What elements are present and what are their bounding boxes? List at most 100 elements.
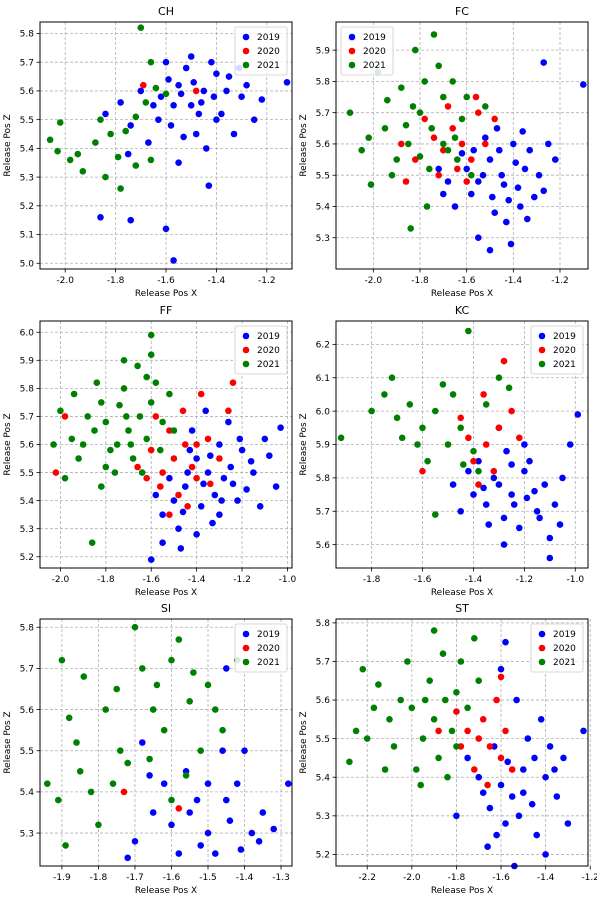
point-2021 (381, 391, 388, 398)
point-2021 (359, 665, 367, 673)
point-2020 (463, 178, 471, 185)
point-2021 (159, 418, 166, 426)
legend-marker-2020 (538, 346, 546, 354)
x-tick-label: -1.8 (363, 575, 381, 585)
point-2019 (524, 735, 532, 742)
point-2021 (57, 407, 64, 415)
point-2021 (421, 696, 429, 704)
point-2019 (160, 780, 168, 787)
point-2019 (479, 789, 487, 796)
point-2019 (470, 146, 478, 154)
point-2019 (186, 446, 194, 454)
legend-marker-2019 (538, 332, 546, 340)
point-2021 (451, 134, 459, 141)
point-2019 (475, 234, 482, 241)
legend-marker-2021 (242, 61, 250, 69)
point-2019 (193, 455, 200, 462)
point-2021 (505, 384, 513, 392)
y-tick-label: 5.8 (316, 619, 331, 629)
legend: 2019 2020 2021 (234, 325, 288, 375)
point-2021 (129, 455, 137, 462)
legend-label-2021: 2021 (257, 360, 280, 370)
point-2019 (202, 407, 209, 415)
point-2019 (502, 820, 509, 827)
point-2019 (255, 838, 263, 845)
point-2019 (204, 829, 212, 837)
subplot-ff: -2.0 -1.8 -1.6 -1.4 -1.2 -1.0 5.2 5.3 5.4 5.5 5.6 5… (3, 304, 297, 598)
point-2020 (493, 696, 500, 704)
point-2020 (61, 413, 69, 420)
chart-title: KC (455, 304, 470, 317)
point-2020 (412, 156, 419, 163)
x-tick-label: -1.6 (458, 276, 476, 286)
point-2019 (210, 93, 218, 100)
y-tick-label: 5.4 (316, 773, 331, 783)
point-2021 (465, 327, 472, 335)
point-2019 (223, 87, 230, 95)
point-2021 (116, 401, 123, 409)
point-2021 (166, 390, 173, 398)
point-2021 (453, 743, 460, 750)
point-2021 (162, 90, 170, 98)
point-2020 (495, 424, 503, 432)
point-2019 (541, 481, 548, 488)
point-2021 (384, 96, 391, 104)
x-tick-label: -1.9 (53, 873, 71, 883)
point-2019 (207, 452, 214, 460)
point-2019 (230, 130, 238, 138)
point-2019 (197, 842, 204, 849)
x-tick-label: -1.2 (516, 575, 534, 585)
point-2021 (58, 656, 66, 664)
point-2021 (430, 31, 438, 38)
point-2019 (177, 545, 185, 552)
point-2021 (397, 696, 405, 704)
point-2020 (490, 467, 498, 475)
point-2019 (152, 491, 160, 499)
point-2019 (475, 178, 482, 185)
y-tick-label: 5.6 (316, 140, 331, 150)
axes-frame (39, 618, 293, 867)
point-2021 (92, 139, 99, 146)
point-2019 (188, 427, 196, 434)
point-2021 (368, 407, 375, 415)
point-2021 (407, 225, 415, 232)
point-2019 (486, 246, 494, 254)
point-2021 (98, 483, 105, 490)
point-2021 (68, 435, 76, 443)
x-axis-label: Release Pos X (135, 289, 197, 299)
point-2020 (193, 441, 200, 448)
point-2019 (552, 156, 559, 163)
point-2021 (346, 758, 353, 766)
point-2020 (479, 716, 487, 723)
x-tick-label: -1.4 (208, 276, 226, 286)
point-2021 (132, 113, 140, 121)
point-2021 (421, 78, 429, 85)
point-2019 (482, 134, 489, 141)
point-2021 (482, 103, 489, 110)
point-2019 (486, 804, 494, 812)
point-2021 (424, 457, 431, 465)
point-2021 (426, 165, 433, 173)
legend-label-2021: 2021 (257, 658, 280, 668)
point-2019 (223, 665, 230, 672)
point-2019 (502, 638, 509, 646)
point-2020 (398, 140, 405, 148)
point-2021 (468, 171, 475, 179)
point-2021 (139, 665, 146, 672)
point-2021 (470, 447, 477, 455)
point-2019 (150, 102, 157, 109)
point-2020 (491, 115, 499, 123)
point-2020 (179, 407, 187, 415)
point-2019 (139, 739, 146, 746)
point-2021 (107, 446, 114, 454)
y-axis-label: Release Pos Z (299, 413, 309, 475)
point-2019 (498, 171, 506, 179)
point-2021 (157, 446, 164, 454)
point-2021 (471, 635, 478, 642)
point-2019 (225, 418, 232, 426)
point-2021 (70, 390, 78, 398)
axes-frame (335, 21, 589, 270)
legend-marker-2021 (348, 61, 356, 69)
point-2021 (416, 109, 424, 116)
point-2021 (449, 391, 457, 398)
